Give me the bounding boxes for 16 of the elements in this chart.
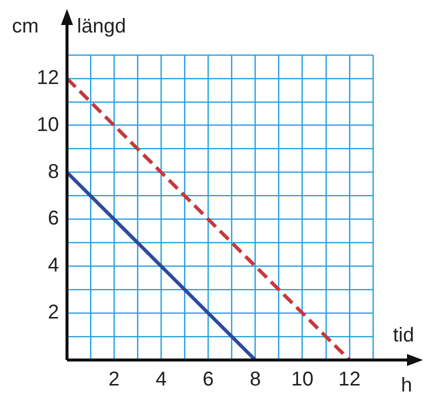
y-tick-label: 10 bbox=[36, 114, 59, 136]
text: cm bbox=[12, 16, 39, 38]
x-tick-label: 8 bbox=[250, 368, 261, 391]
y-tick-label: 4 bbox=[48, 254, 59, 277]
y-tick-label: 12 bbox=[36, 66, 59, 89]
x-tick-label: 6 bbox=[202, 368, 214, 391]
y-tick-label: 6 bbox=[48, 208, 59, 230]
y-tick-label: 2 bbox=[48, 302, 59, 324]
x-axis-title: tid bbox=[393, 324, 414, 347]
y-axis-title: längd bbox=[77, 16, 126, 38]
x-tick-label: 4 bbox=[156, 368, 167, 391]
text: h bbox=[401, 374, 412, 397]
x-tick-label: 2 bbox=[108, 368, 120, 391]
x-tick-label: 12 bbox=[338, 368, 361, 391]
x-tick-label: 10 bbox=[291, 368, 314, 391]
y-tick-label: 8 bbox=[48, 160, 59, 183]
